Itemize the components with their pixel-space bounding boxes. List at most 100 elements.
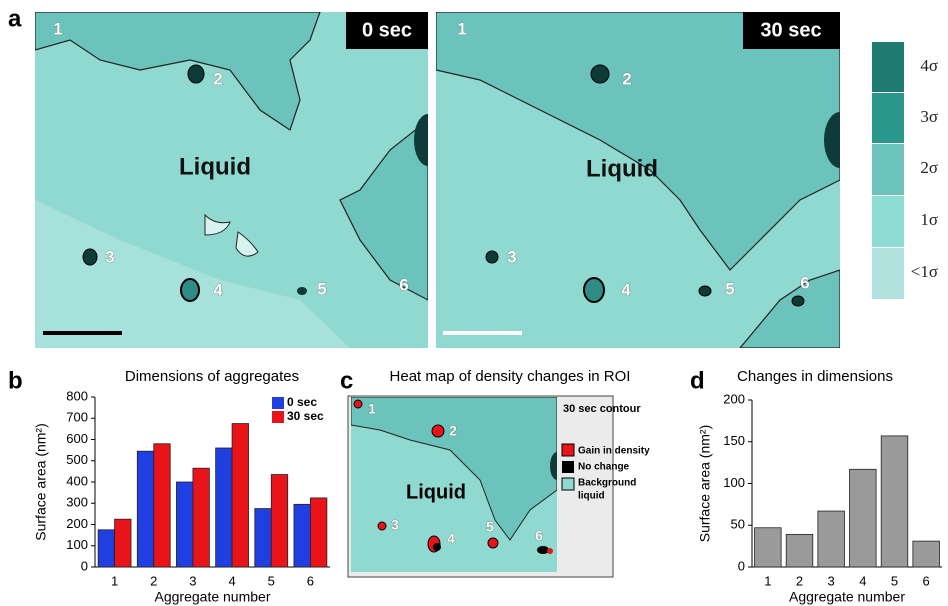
- colorbar-swatch: [872, 42, 904, 92]
- density-map: [35, 12, 428, 348]
- y-tick-label: 800: [66, 388, 88, 403]
- aggregate-label: 6: [399, 275, 408, 294]
- density-map: [436, 12, 840, 348]
- colorbar-label: <1σ: [911, 262, 938, 281]
- panel-label: a: [8, 5, 22, 32]
- y-tick-label: 200: [723, 391, 745, 406]
- x-tick-label: 5: [268, 573, 275, 588]
- colorbar-swatch: [872, 93, 904, 143]
- aggregate-label: 4: [447, 531, 455, 547]
- y-tick-label: 0: [738, 558, 745, 573]
- y-tick-label: 0: [81, 558, 88, 573]
- region-label: Liquid: [406, 481, 466, 503]
- y-axis-label: Surface area (nm²): [33, 423, 49, 540]
- aggregate-label: 5: [486, 519, 494, 535]
- aggregate-label: 1: [368, 401, 376, 417]
- bar: [215, 447, 233, 568]
- x-tick-label: 4: [859, 573, 866, 588]
- x-axis-label: Aggregate number: [155, 589, 271, 605]
- aggregate-label: 5: [725, 279, 734, 298]
- x-axis-label: Aggregate number: [789, 589, 905, 605]
- region-label: Liquid: [179, 153, 251, 180]
- time-label: 0 sec: [362, 19, 412, 41]
- colorbar-label: 3σ: [920, 107, 938, 126]
- y-tick-label: 500: [66, 452, 88, 467]
- x-tick-label: 6: [307, 573, 314, 588]
- chart-title: Changes in dimensions: [737, 368, 893, 385]
- bar: [97, 529, 115, 568]
- colorbar-label: 4σ: [920, 56, 938, 75]
- legend-label: liquid: [578, 491, 605, 502]
- bar: [785, 534, 814, 568]
- x-tick-label: 5: [891, 573, 898, 588]
- bar: [310, 497, 328, 568]
- bar: [192, 467, 210, 568]
- x-tick-label: 1: [764, 573, 771, 588]
- panel-label: b: [8, 367, 23, 394]
- bar: [176, 481, 194, 568]
- y-tick-label: 150: [723, 433, 745, 448]
- legend-label: 30 sec: [287, 409, 324, 423]
- panel-label: c: [340, 367, 353, 394]
- aggregate-label: 6: [535, 528, 543, 544]
- aggregate-label: 4: [621, 280, 631, 299]
- bar: [114, 518, 132, 568]
- aggregate-label: 6: [800, 273, 809, 292]
- aggregate-label: 3: [105, 247, 114, 266]
- legend-title: 30 sec contour: [563, 403, 641, 415]
- panel-title: Heat map of density changes in ROI: [390, 368, 631, 385]
- x-tick-label: 1: [111, 573, 118, 588]
- x-tick-label: 6: [923, 573, 930, 588]
- colorbar-label: 1σ: [920, 210, 938, 229]
- y-tick-label: 300: [66, 495, 88, 510]
- aggregate-label: 2: [213, 69, 222, 88]
- aggregate-label: 2: [622, 69, 631, 88]
- bar: [817, 510, 845, 568]
- bar: [270, 474, 289, 568]
- legend-swatch: [562, 461, 574, 473]
- aggregate-label: 1: [457, 19, 466, 38]
- y-tick-label: 100: [66, 537, 88, 552]
- x-tick-label: 3: [828, 573, 835, 588]
- bar: [880, 435, 909, 568]
- aggregate-label: 3: [391, 517, 399, 533]
- bar: [136, 450, 155, 568]
- y-tick-label: 50: [731, 517, 745, 532]
- legend-label: 0 sec: [287, 395, 317, 409]
- x-tick-label: 3: [189, 573, 196, 588]
- legend-label: No change: [578, 462, 630, 473]
- time-label: 30 sec: [760, 19, 821, 41]
- x-tick-label: 2: [150, 573, 157, 588]
- time-box: [743, 12, 840, 49]
- chart-title: Dimensions of aggregates: [125, 368, 299, 385]
- colorbar-label: 2σ: [920, 158, 938, 177]
- aggregate-label: 1: [53, 19, 62, 38]
- y-tick-label: 600: [66, 431, 88, 446]
- heat-map: [351, 397, 557, 572]
- y-tick-label: 700: [66, 410, 88, 425]
- bar: [849, 468, 877, 568]
- x-tick-label: 2: [796, 573, 803, 588]
- legend-label: Gain in density: [578, 446, 650, 457]
- bar: [254, 508, 272, 568]
- y-tick-label: 200: [66, 516, 88, 531]
- bar: [754, 527, 782, 568]
- panel-label: d: [690, 367, 705, 394]
- bar: [153, 443, 171, 568]
- aggregate-label: 4: [213, 280, 223, 299]
- legend-label: Background: [578, 478, 636, 489]
- y-tick-label: 400: [66, 473, 88, 488]
- legend-swatch: [561, 443, 575, 457]
- time-box: [346, 12, 428, 49]
- x-tick-label: 4: [228, 573, 235, 588]
- bar: [231, 423, 249, 568]
- legend-swatch: [561, 477, 575, 491]
- region-label: Liquid: [586, 155, 658, 182]
- aggregate-label: 3: [507, 247, 516, 266]
- bar: [912, 540, 940, 568]
- colorbar-swatch: [872, 248, 904, 299]
- aggregate-label: 2: [449, 423, 457, 439]
- legend-swatch: [272, 411, 284, 423]
